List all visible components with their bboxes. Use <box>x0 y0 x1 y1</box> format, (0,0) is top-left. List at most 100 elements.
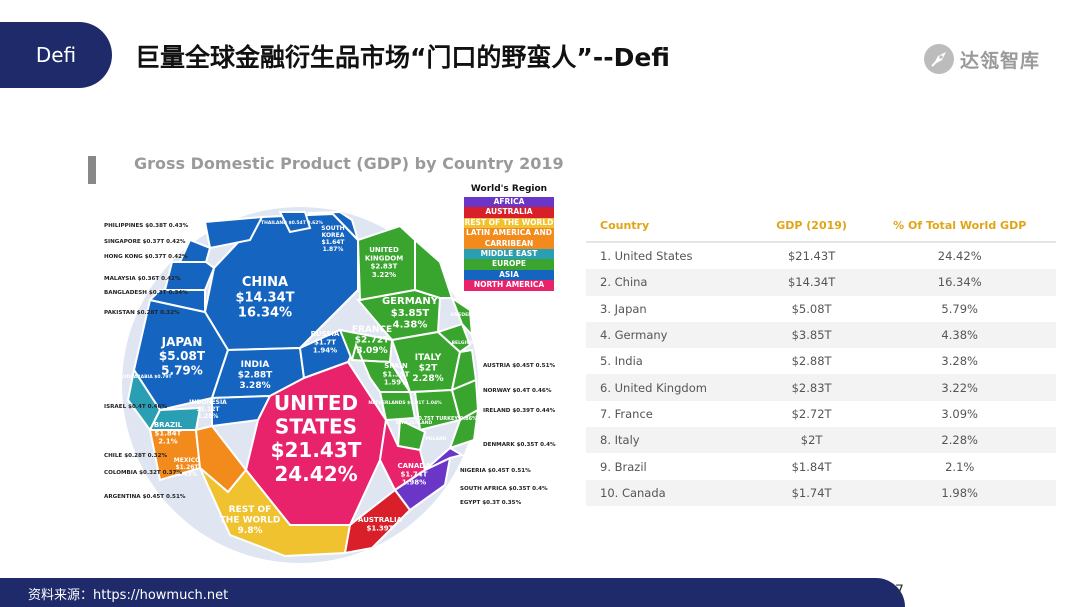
small-label: SWEDEN <box>450 312 472 318</box>
legend-item: NORTH AMERICA <box>464 280 554 291</box>
chart-title: Gross Domestic Product (GDP) by Country … <box>134 154 564 173</box>
table-cell: $3.85T <box>759 321 864 349</box>
region-cell <box>307 210 359 241</box>
column-header: GDP (2019) <box>759 210 864 243</box>
region-value-label: $2.83T <box>371 263 398 271</box>
region-share-label: 24.42% <box>274 462 357 486</box>
table-row: 3. Japan $5.08T 5.79% <box>586 296 1056 322</box>
table-row: 2. China $14.34T 16.34% <box>586 269 1056 296</box>
region-share-label: 1.98% <box>402 479 426 487</box>
region-share-label: 2.28% <box>412 374 443 384</box>
region-name-label: SPAIN <box>384 362 408 370</box>
slide-title: 巨量全球金融衍生品市场“门口的野蛮人”--Defi <box>135 43 670 72</box>
region-cell <box>414 237 454 299</box>
table-cell: 8. Italy <box>586 427 760 454</box>
table-cell: 2.28% <box>863 427 1056 454</box>
region-name-label: RUSSIA <box>311 330 340 338</box>
table-row: 5. India $2.88T 3.28% <box>586 348 1056 374</box>
table-cell: $1.84T <box>791 459 832 474</box>
region-value-label: $21.43T <box>271 438 362 462</box>
table-cell: 3.28% <box>941 354 978 369</box>
table-cell: 1. United States <box>600 249 693 264</box>
side-label-right: NIGERIA $0.45T 0.51% <box>460 468 531 474</box>
side-label-right: IRELAND $0.39T 0.44% <box>483 408 556 414</box>
side-label-left: BANGLADESH $0.3T 0.34% <box>104 290 188 296</box>
side-label-left: PAKISTAN $0.28T 0.32% <box>104 310 180 316</box>
side-label-right: SOUTH AFRICA $0.35T 0.4% <box>460 486 548 492</box>
region-share-label: 3.22% <box>372 271 396 279</box>
region-cell <box>424 446 465 471</box>
region-name-label: KINGDOM <box>365 254 403 262</box>
region-value-label: $1.39T <box>383 370 410 378</box>
table-cell: 24.42% <box>937 249 982 264</box>
brand-name: 达瓴智库 <box>960 49 1041 72</box>
region-value-label: $1.84T <box>155 429 182 437</box>
column-header: % Of Total World GDP <box>863 210 1056 243</box>
table-cell: 2.1% <box>945 459 975 474</box>
region-share-label: 3.28% <box>239 381 270 391</box>
table-row: 6. United Kingdom $2.83T 3.22% <box>586 374 1056 401</box>
region-share-label: 1.59% <box>384 379 408 387</box>
side-label-left: PHILIPPINES $0.38T 0.43% <box>104 223 189 229</box>
region-value-label: $3.85T <box>391 308 430 319</box>
region-name-label: FRANCE <box>352 325 392 335</box>
table-cell: 2. China <box>586 269 760 296</box>
table-header-row: Country GDP (2019) % Of Total World GDP <box>586 210 1056 243</box>
region-name-label: REST OF <box>229 505 272 515</box>
legend-item: REST OF THE WORLD <box>464 217 554 229</box>
side-label-right: EGYPT $0.3T 0.35% <box>460 500 522 506</box>
region-name-label: CHINA <box>242 275 288 290</box>
table-cell: 5. India <box>600 354 643 369</box>
legend-item: ASIA <box>464 269 554 281</box>
region-share-label: 1.43% <box>177 471 198 478</box>
side-label-right: AUSTRIA $0.45T 0.51% <box>483 363 555 369</box>
table-cell: $1.74T <box>759 479 864 506</box>
region-value-label: $1.74T <box>401 470 428 478</box>
table-cell: 9. Brazil <box>600 459 647 474</box>
region-name-label: STATES <box>275 415 357 439</box>
region-cell <box>449 295 474 338</box>
table-cell: $2.88T <box>791 354 832 369</box>
side-label-left: ARGENTINA $0.45T 0.51% <box>104 494 186 500</box>
region-cell <box>343 488 412 555</box>
region-cell <box>163 261 216 291</box>
region-cell <box>278 211 312 234</box>
rocket-logo-icon <box>924 44 954 74</box>
page-number: 7 <box>895 583 904 599</box>
table-cell: $5.08T <box>791 301 832 316</box>
table-cell: $14.34T <box>759 269 864 296</box>
region-value-label: $14.34T <box>235 290 294 305</box>
table-cell: $2.83T <box>759 374 864 401</box>
region-share-label: 1.28% <box>198 413 219 420</box>
region-value-label: $2.88T <box>238 371 273 381</box>
table-row: 10. Canada $1.74T 1.98% <box>586 479 1056 506</box>
source-note: 资料来源：https://howmuch.net <box>28 588 229 603</box>
table-row: 1. United States $21.43T 24.42% <box>586 242 1056 269</box>
region-share-label: 5.79% <box>161 363 203 377</box>
region-value-label: $1.12T <box>196 406 220 413</box>
table-cell: $21.43T <box>787 249 836 264</box>
region-share-label: 1.87% <box>323 246 344 253</box>
region-share-label: 9.8% <box>238 526 263 536</box>
table-cell: 4.38% <box>863 321 1056 349</box>
small-label: $0.75T TURKEY 0.86% <box>415 416 477 422</box>
region-name-label: INDONESIA <box>189 399 227 406</box>
region-name-label: GERMANY <box>382 296 439 307</box>
region-cell <box>203 215 264 250</box>
figure-marker <box>88 156 96 184</box>
gdp-table: Country GDP (2019) % Of Total World GDP … <box>586 210 1056 506</box>
side-label-left: ISRAEL $0.4T 0.46% <box>104 404 167 410</box>
region-name-label: BRAZIL <box>154 421 183 429</box>
table-cell: 7. France <box>600 406 653 421</box>
region-cell <box>448 408 480 450</box>
table-cell: 5.79% <box>941 301 978 316</box>
table-row: 8. Italy $2T 2.28% <box>586 427 1056 454</box>
region-value-label: $2.72T <box>355 336 390 346</box>
region-share-label: 1.94% <box>313 347 337 355</box>
region-name-label: CANADA <box>397 462 431 470</box>
region-value-label: $2T <box>419 364 439 374</box>
table-row: 7. France $2.72T 3.09% <box>586 401 1056 427</box>
region-name-label: JAPAN <box>161 335 203 349</box>
side-label-left: COLOMBIA $0.32T 0.37% <box>104 470 182 476</box>
